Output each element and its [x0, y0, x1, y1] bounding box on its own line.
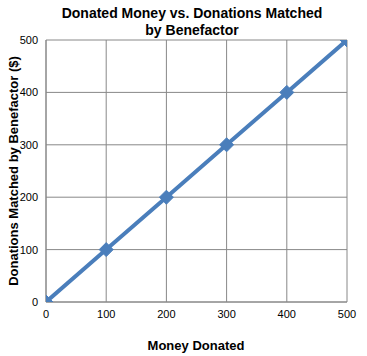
svg-text:100: 100: [97, 308, 115, 320]
svg-text:400: 400: [278, 308, 296, 320]
svg-text:300: 300: [217, 308, 235, 320]
svg-text:400: 400: [20, 86, 38, 98]
svg-text:300: 300: [20, 139, 38, 151]
svg-text:200: 200: [157, 308, 175, 320]
svg-text:200: 200: [20, 191, 38, 203]
html-text:Donations Matched by Benefacto: Donations Matched by Benefactor ($): [5, 56, 21, 286]
html-text:Donated Money vs. Donations Ma: Donated Money vs. Donations Matched by B…: [61, 5, 323, 38]
svg-text:500: 500: [338, 308, 356, 320]
svg-text:0: 0: [43, 308, 49, 320]
svg-text:0: 0: [32, 296, 38, 308]
html-text:Money Donated: Money Donated: [147, 337, 245, 353]
svg-text:100: 100: [20, 244, 38, 256]
svg-text:500: 500: [20, 34, 38, 46]
